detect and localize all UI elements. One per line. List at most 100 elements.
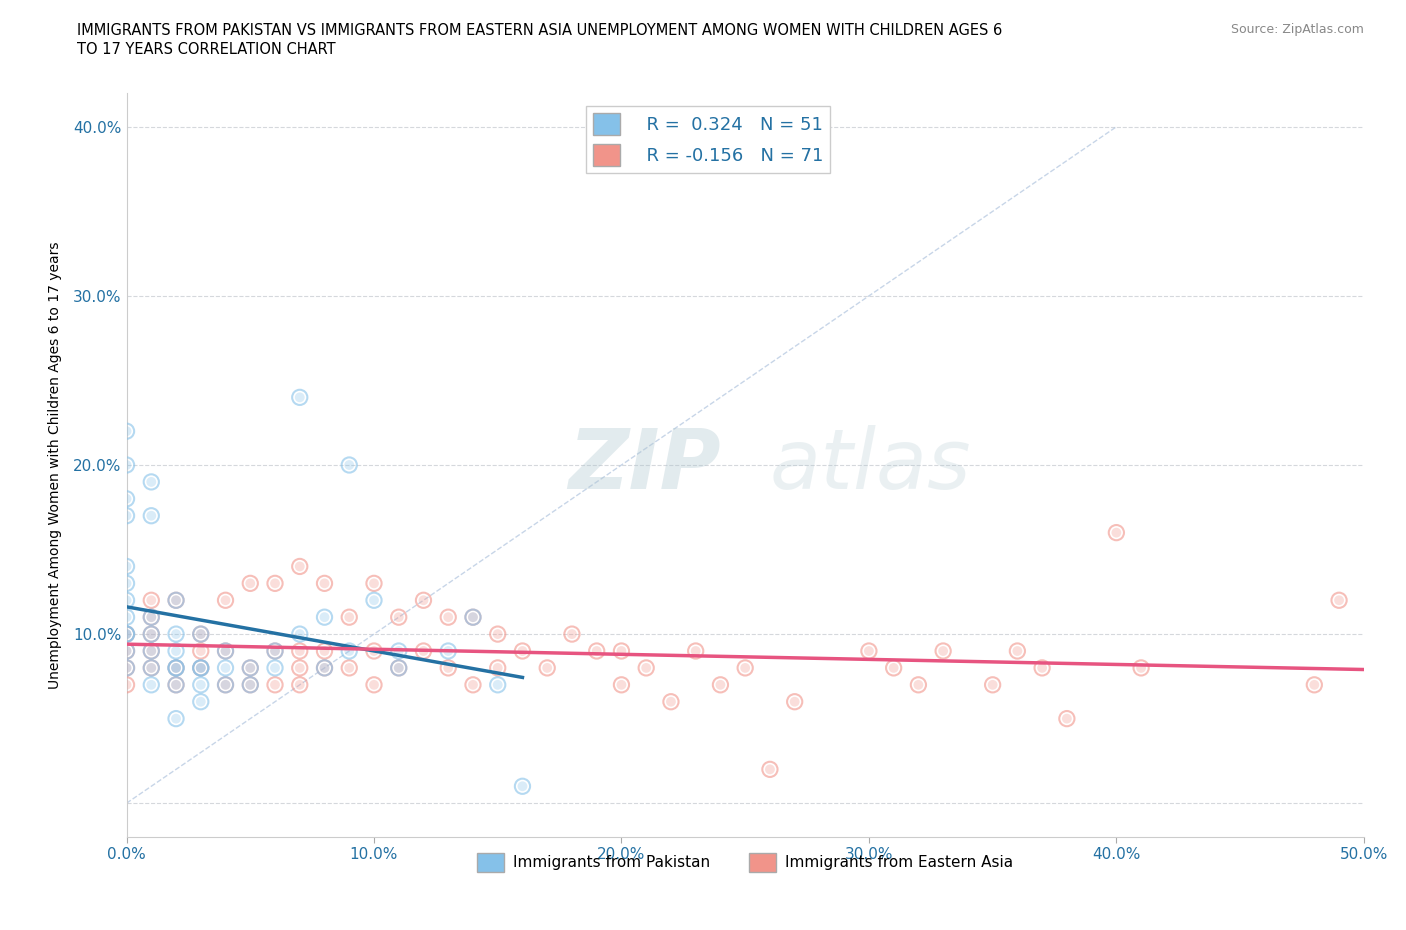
Point — [437, 660, 460, 675]
Point — [141, 627, 163, 642]
Point — [734, 660, 756, 675]
Point — [288, 390, 311, 405]
Point — [685, 644, 707, 658]
Point — [165, 592, 187, 607]
Point — [141, 610, 163, 625]
Point — [239, 576, 262, 591]
Point — [314, 644, 336, 658]
Point — [685, 644, 707, 658]
Point — [141, 627, 163, 642]
Point — [165, 677, 187, 692]
Point — [115, 627, 138, 642]
Point — [239, 660, 262, 675]
Point — [165, 627, 187, 642]
Point — [907, 677, 929, 692]
Point — [288, 390, 311, 405]
Point — [461, 610, 484, 625]
Point — [461, 610, 484, 625]
Point — [858, 644, 880, 658]
Point — [214, 644, 236, 658]
Point — [709, 677, 731, 692]
Point — [314, 576, 336, 591]
Point — [141, 610, 163, 625]
Point — [190, 660, 212, 675]
Point — [388, 644, 411, 658]
Point — [115, 644, 138, 658]
Point — [115, 644, 138, 658]
Text: Source: ZipAtlas.com: Source: ZipAtlas.com — [1230, 23, 1364, 36]
Point — [190, 660, 212, 675]
Point — [165, 660, 187, 675]
Point — [115, 424, 138, 439]
Point — [1303, 677, 1326, 692]
Point — [337, 458, 360, 472]
Point — [264, 660, 287, 675]
Point — [314, 610, 336, 625]
Point — [264, 677, 287, 692]
Text: IMMIGRANTS FROM PAKISTAN VS IMMIGRANTS FROM EASTERN ASIA UNEMPLOYMENT AMONG WOME: IMMIGRANTS FROM PAKISTAN VS IMMIGRANTS F… — [77, 23, 1002, 38]
Point — [610, 677, 633, 692]
Point — [190, 677, 212, 692]
Point — [512, 778, 534, 793]
Point — [561, 627, 583, 642]
Point — [288, 644, 311, 658]
Legend: Immigrants from Pakistan, Immigrants from Eastern Asia: Immigrants from Pakistan, Immigrants fro… — [471, 847, 1019, 878]
Point — [337, 610, 360, 625]
Point — [437, 660, 460, 675]
Point — [165, 644, 187, 658]
Point — [190, 660, 212, 675]
Point — [264, 660, 287, 675]
Point — [337, 660, 360, 675]
Point — [1056, 711, 1078, 726]
Point — [288, 559, 311, 574]
Point — [783, 695, 806, 710]
Point — [214, 644, 236, 658]
Point — [288, 644, 311, 658]
Point — [115, 627, 138, 642]
Point — [388, 660, 411, 675]
Point — [437, 610, 460, 625]
Point — [115, 458, 138, 472]
Text: atlas: atlas — [770, 424, 972, 506]
Point — [981, 677, 1004, 692]
Point — [141, 509, 163, 524]
Point — [264, 644, 287, 658]
Point — [388, 644, 411, 658]
Point — [190, 644, 212, 658]
Point — [141, 627, 163, 642]
Point — [264, 677, 287, 692]
Point — [141, 660, 163, 675]
Point — [314, 644, 336, 658]
Point — [214, 677, 236, 692]
Point — [165, 660, 187, 675]
Point — [214, 592, 236, 607]
Point — [932, 644, 955, 658]
Point — [486, 660, 509, 675]
Point — [486, 677, 509, 692]
Point — [659, 695, 682, 710]
Point — [1105, 525, 1128, 540]
Point — [1130, 660, 1153, 675]
Point — [486, 660, 509, 675]
Point — [363, 677, 385, 692]
Point — [264, 576, 287, 591]
Point — [115, 491, 138, 506]
Point — [115, 509, 138, 524]
Point — [165, 660, 187, 675]
Point — [1031, 660, 1053, 675]
Point — [610, 644, 633, 658]
Point — [1007, 644, 1029, 658]
Point — [115, 644, 138, 658]
Point — [115, 559, 138, 574]
Point — [512, 644, 534, 658]
Point — [412, 592, 434, 607]
Point — [115, 644, 138, 658]
Point — [115, 610, 138, 625]
Point — [486, 677, 509, 692]
Point — [141, 627, 163, 642]
Point — [115, 424, 138, 439]
Point — [214, 660, 236, 675]
Point — [883, 660, 905, 675]
Point — [190, 627, 212, 642]
Point — [264, 644, 287, 658]
